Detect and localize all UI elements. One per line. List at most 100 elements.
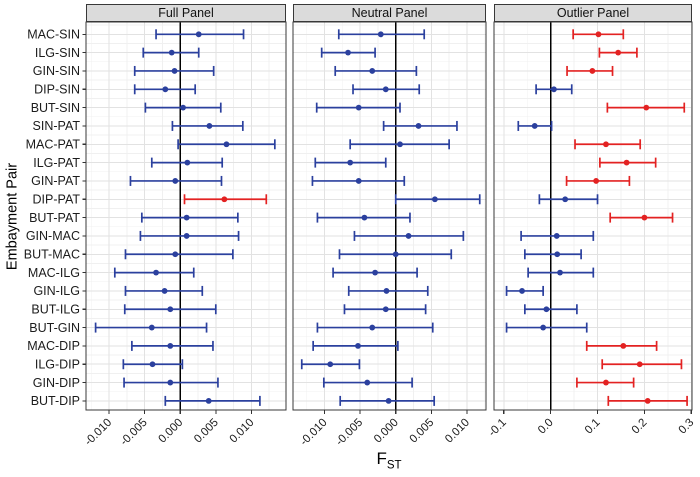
errorbar-gin-dip [322,377,413,388]
y-axis-title: Embayment Pair [4,162,21,271]
errorbar-mac-sin [337,29,426,40]
point-estimate [620,343,627,349]
panel-title-full: Full Panel [158,6,214,20]
point-estimate [431,196,438,203]
errorbar-ilg-dip [300,359,361,370]
errorbar-gin-mac [139,230,240,241]
point-estimate [167,306,174,313]
errorbar-gin-sin [334,65,418,76]
point-estimate [167,379,174,386]
errorbar-mac-pat [574,139,642,150]
panel-strip-outlier: Outlier Panel [494,4,692,22]
y-tick-label: SIN-PAT [33,119,81,133]
errorbar-gin-mac [520,230,595,241]
point-estimate [355,178,362,184]
errorbar-ilg-dip [122,359,184,370]
y-tick-label: BUT-DIP [31,394,80,408]
point-estimate [382,86,389,93]
y-tick-label: BUT-ILG [31,302,80,316]
point-estimate [327,361,334,368]
point-estimate [392,251,399,258]
errorbar-mac-ilg [527,267,595,278]
point-estimate [361,214,368,221]
y-tick-label: MAC-SIN [27,28,80,42]
point-estimate [589,68,596,74]
point-estimate [377,31,384,38]
point-estimate [172,251,179,258]
y-tick-label: MAC-PAT [26,137,81,151]
point-estimate [644,398,651,404]
point-estimate [557,269,563,276]
errorbar-gin-pat [129,175,223,186]
errorbar-dip-sin [133,84,197,95]
errorbar-mac-pat [177,139,276,150]
errorbar-mac-ilg [113,267,195,278]
errorbar-ilg-sin [598,47,638,58]
point-estimate [369,324,376,331]
errorbar-ilg-pat [150,157,224,168]
errorbar-but-mac [338,249,453,260]
y-tick-label: ILG-SIN [35,46,80,60]
point-estimate [603,379,609,386]
point-estimate [397,141,403,148]
panel-border [85,21,287,411]
errorbar-but-pat [140,212,239,223]
x-axis-title-sub: ST [386,459,402,472]
x-tick-label: 0.000 [372,417,401,446]
x-tick-label: -0.005 [334,417,366,449]
errorbar-gin-pat [565,175,631,186]
errorbar-but-sin [606,102,686,113]
y-tick-label: BUT-GIN [29,321,80,335]
point-estimate [148,324,155,331]
point-estimate [551,86,557,93]
errorbar-but-pat [609,212,674,223]
errorbar-but-mac [124,249,234,260]
x-axis-title-main: F [376,449,387,468]
x-tick-label: 0.005 [192,417,221,446]
point-estimate [636,361,643,368]
x-tick-label: -0.010 [83,417,115,449]
point-estimate [531,123,538,129]
point-estimate [405,233,412,239]
point-estimate [543,306,550,313]
errorbar-mac-sin [572,29,625,40]
y-tick-label: MAC-DIP [27,339,80,353]
errorbar-dip-sin [535,84,573,95]
errorbar-but-gin [505,322,588,333]
point-estimate [382,306,389,313]
errorbar-gin-mac [353,230,465,241]
point-estimate [595,31,602,38]
y-tick-label: GIN-MAC [26,229,80,243]
errorbar-ilg-sin [320,47,376,58]
panel-2: -0.1 0.0 0.1 0.2 0.3 [486,21,697,439]
point-estimate [364,379,371,386]
point-estimate [206,123,213,129]
panel-strip-full: Full Panel [86,4,286,22]
errorbar-gin-ilg [505,285,544,296]
point-estimate [153,269,159,276]
point-estimate [383,288,390,294]
errorbar-mac-ilg [332,267,418,278]
point-estimate [223,141,230,148]
point-estimate [167,343,174,349]
x-tick-label: -0.010 [298,417,330,449]
x-tick-label: 0.0 [536,417,556,437]
errorbar-but-sin [144,102,222,113]
y-tick-label: GIN-ILG [33,284,80,298]
errorbar-but-dip [339,395,436,406]
point-estimate [171,68,178,74]
y-tick-label: MAC-ILG [28,266,80,280]
panel-title-neutral: Neutral Panel [351,6,428,20]
errorbar-dip-pat [394,194,481,205]
y-tick-label: BUT-PAT [29,211,80,225]
x-tick-label: 0.3 [677,417,697,437]
point-estimate [540,324,547,331]
errorbar-gin-sin [566,65,614,76]
errorbar-gin-pat [311,175,406,186]
errorbar-gin-sin [133,65,215,76]
errorbar-but-pat [316,212,411,223]
y-tick-label: BUT-MAC [24,247,80,261]
point-estimate [161,288,168,294]
point-estimate [183,214,190,221]
errorbar-dip-sin [352,84,421,95]
